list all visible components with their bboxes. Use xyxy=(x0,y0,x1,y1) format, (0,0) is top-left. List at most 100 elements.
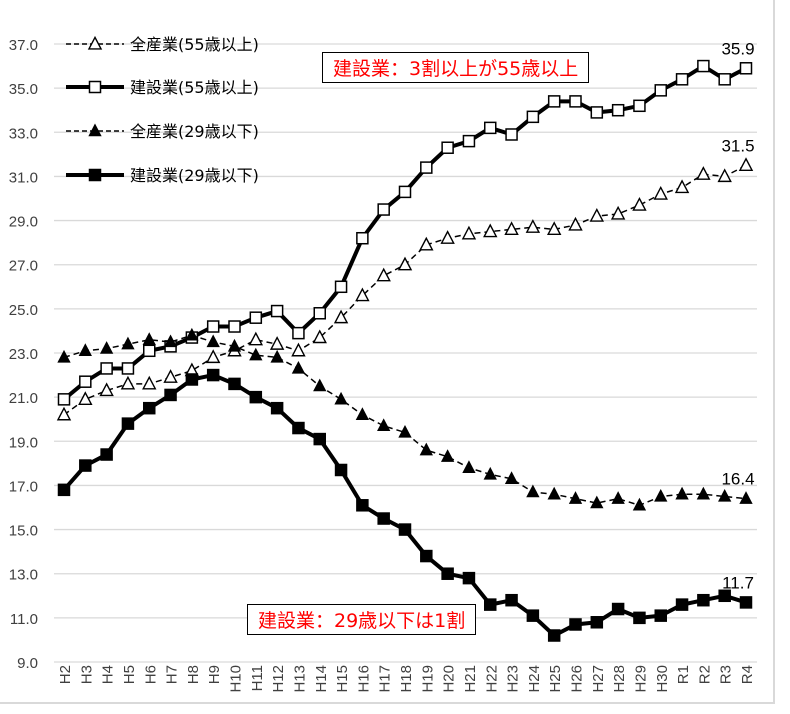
legend-marker xyxy=(88,80,102,94)
data-point xyxy=(718,488,732,502)
data-point xyxy=(99,341,114,354)
x-tick-label: R4 xyxy=(739,665,756,684)
data-point xyxy=(738,157,754,172)
data-point xyxy=(697,593,710,607)
data-point xyxy=(334,391,348,405)
data-point xyxy=(654,488,668,502)
data-point xyxy=(377,512,390,525)
y-tick-label: 31.0 xyxy=(9,169,38,186)
x-tick-label: H25 xyxy=(547,665,564,693)
data-point xyxy=(675,486,689,500)
data-point xyxy=(440,449,455,462)
data-point xyxy=(483,223,498,238)
y-tick-label: 17.0 xyxy=(9,478,38,495)
data-point xyxy=(121,362,135,375)
y-tick-label: 9.0 xyxy=(17,655,38,672)
series-line xyxy=(62,372,747,638)
legend-label: 全産業(55歳以上) xyxy=(130,35,259,54)
data-point xyxy=(547,629,561,642)
data-point xyxy=(504,471,519,485)
data-point xyxy=(590,616,604,629)
data-point xyxy=(99,382,114,397)
data-point xyxy=(420,161,433,174)
data-point xyxy=(228,320,241,333)
y-tick-label: 23.0 xyxy=(9,346,38,363)
data-point xyxy=(143,401,156,415)
x-tick-label: H14 xyxy=(313,665,330,693)
data-point xyxy=(526,110,540,124)
data-point xyxy=(79,375,92,388)
legend-item: 全産業(55歳以上) xyxy=(66,35,259,54)
legend-item: 建設業(29歳以下) xyxy=(66,166,259,185)
x-tick-label: R1 xyxy=(675,665,692,684)
data-point xyxy=(398,424,412,438)
data-point xyxy=(57,393,71,406)
x-tick-label: H2 xyxy=(57,665,74,684)
data-point xyxy=(333,309,349,324)
legend-label: 建設業(29歳以下) xyxy=(130,166,259,185)
data-point xyxy=(142,375,157,390)
data-point xyxy=(653,185,668,200)
data-point xyxy=(377,203,390,216)
data-point xyxy=(57,349,71,363)
data-point xyxy=(142,332,156,345)
data-point xyxy=(356,499,369,512)
data-point xyxy=(568,491,583,504)
x-tick-label: H7 xyxy=(164,665,181,684)
data-point xyxy=(206,334,220,348)
data-point xyxy=(568,216,583,231)
data-point xyxy=(249,390,263,404)
data-point xyxy=(633,611,646,625)
data-point xyxy=(440,230,455,244)
data-point xyxy=(611,602,625,616)
x-tick-label: H23 xyxy=(505,665,522,693)
data-point xyxy=(633,99,646,113)
data-point xyxy=(185,327,199,341)
y-tick-label: 13.0 xyxy=(9,567,38,584)
data-point xyxy=(206,368,220,382)
data-point xyxy=(100,448,113,461)
data-point xyxy=(462,571,476,585)
data-point xyxy=(718,73,731,86)
data-point xyxy=(313,378,327,392)
x-tick-label: H8 xyxy=(185,665,202,684)
x-tick-label: H6 xyxy=(142,665,159,684)
y-tick-label: 11.0 xyxy=(10,611,38,628)
data-point xyxy=(546,221,562,236)
legend-label: 建設業(55歳以上) xyxy=(130,78,259,97)
x-tick-label: H30 xyxy=(654,665,671,693)
legend-marker xyxy=(88,123,102,137)
data-point xyxy=(270,401,284,415)
data-point xyxy=(590,106,604,119)
data-point xyxy=(56,406,72,421)
data-point xyxy=(420,549,433,563)
x-tick-label: H28 xyxy=(611,665,628,693)
data-point xyxy=(78,343,92,356)
x-tick-label: R2 xyxy=(696,665,713,684)
data-point xyxy=(419,442,433,456)
end-data-label: 35.9 xyxy=(721,39,754,58)
data-point xyxy=(270,304,284,318)
legend-marker xyxy=(87,35,103,50)
legend-item: 全産業(29歳以下) xyxy=(66,122,259,141)
x-tick-label: H21 xyxy=(462,665,479,693)
x-tick-label: H10 xyxy=(228,665,245,693)
data-point xyxy=(100,362,113,375)
data-point xyxy=(164,388,177,402)
data-point xyxy=(291,360,306,374)
x-tick-label: H19 xyxy=(419,665,436,693)
data-point xyxy=(675,598,689,611)
data-point xyxy=(717,168,732,183)
data-point xyxy=(461,225,477,240)
data-point xyxy=(547,486,561,500)
data-point xyxy=(525,219,541,233)
y-tick-label: 15.0 xyxy=(9,523,38,540)
y-tick-label: 21.0 xyxy=(9,390,38,407)
x-tick-label: H11 xyxy=(249,665,266,691)
data-point xyxy=(334,280,348,294)
data-point xyxy=(739,596,753,609)
x-tick-label: H5 xyxy=(121,665,138,684)
data-point xyxy=(526,609,540,622)
y-tick-label: 35.0 xyxy=(9,81,38,98)
end-data-label: 31.5 xyxy=(721,136,754,155)
